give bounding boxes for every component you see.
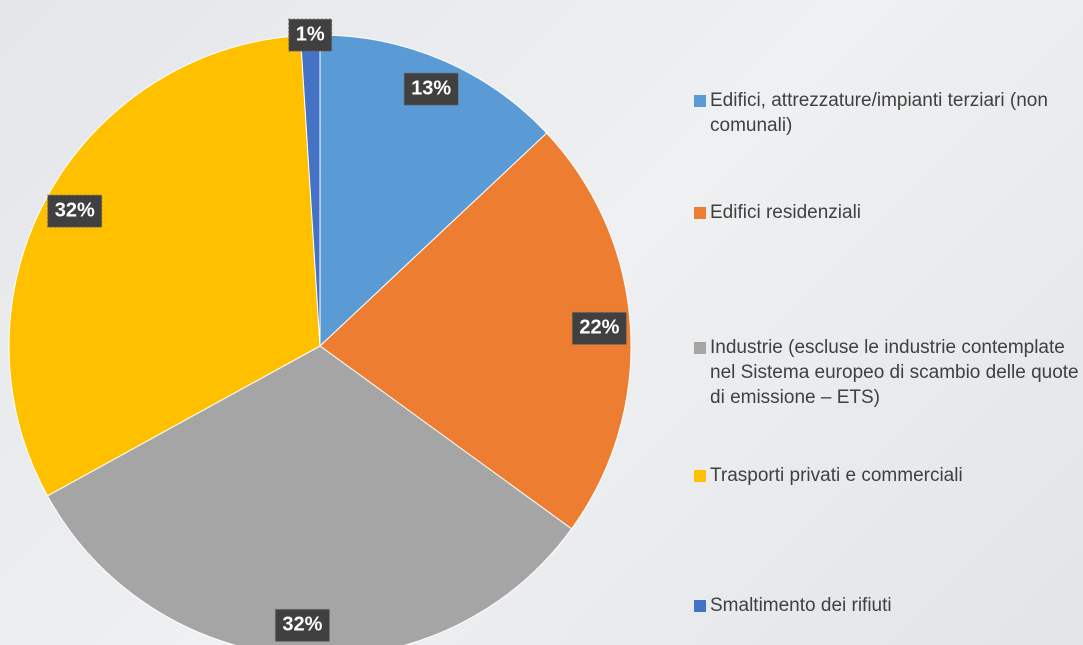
data-label-text: 32% [282, 614, 322, 636]
data-label: 22% [571, 311, 627, 345]
legend-label: Industrie (escluse le industrie contempl… [710, 337, 1079, 408]
data-label-box [47, 194, 103, 228]
data-label: 32% [274, 608, 330, 642]
legend-swatch [694, 470, 706, 482]
legend-swatch [694, 95, 706, 107]
legend-item: Edifici, attrezzature/impianti terziari … [694, 88, 1080, 138]
legend-label: Smaltimento dei rifiuti [710, 595, 892, 616]
legend-item: Industrie (escluse le industrie contempl… [694, 335, 1080, 410]
data-label-text: 32% [55, 199, 95, 221]
pie-slice [319, 132, 632, 530]
pie-slice [8, 35, 321, 497]
legend-item: Edifici residenziali [694, 200, 1080, 225]
legend-swatch [694, 207, 706, 219]
data-label: 13% [403, 72, 459, 106]
data-label-box [274, 608, 330, 642]
data-label: 1% [288, 18, 333, 52]
data-label-text: 1% [296, 23, 325, 45]
legend-item: Smaltimento dei rifiuti [694, 593, 1080, 618]
pie-slice [319, 34, 548, 348]
data-label-box [403, 72, 459, 106]
legend-label: Trasporti privati e commerciali [710, 465, 963, 486]
data-label-text: 22% [579, 317, 619, 339]
legend-label: Edifici, attrezzature/impianti terziari … [710, 90, 1048, 136]
data-label-text: 13% [411, 77, 451, 99]
pie-slice [46, 345, 573, 645]
legend-label: Edifici residenziali [710, 202, 862, 223]
data-label-box [288, 18, 333, 52]
legend-swatch [694, 342, 706, 354]
data-label: 32% [47, 194, 103, 228]
data-label-box [571, 311, 627, 345]
legend-swatch [694, 600, 706, 612]
legend-item: Trasporti privati e commerciali [694, 463, 1080, 488]
